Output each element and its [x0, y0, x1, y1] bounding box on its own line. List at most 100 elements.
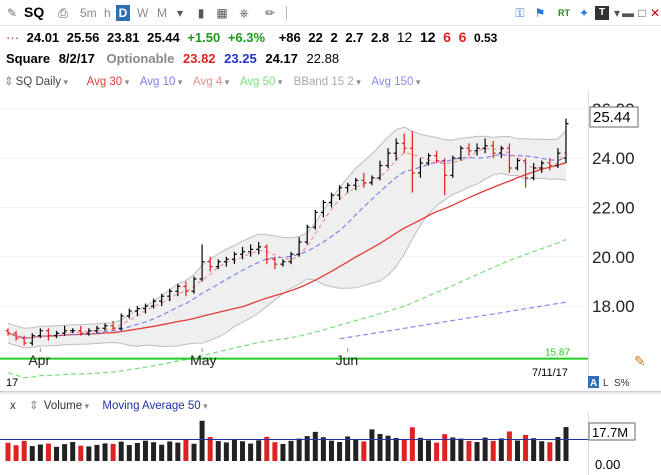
- bar-chart-icon[interactable]: ▮: [197, 6, 205, 20]
- price-axis-divider: [588, 90, 589, 390]
- edit-symbol-icon[interactable]: ✎: [6, 6, 18, 20]
- x-tick-label: Apr: [28, 352, 50, 368]
- interval-hour[interactable]: h: [104, 6, 111, 20]
- quote-f9: 6: [458, 29, 467, 45]
- volume-bar: [417, 437, 423, 461]
- volume-bar: [514, 440, 520, 461]
- volume-bar: [498, 438, 504, 461]
- info-date: 8/2/17: [58, 51, 95, 66]
- volume-bar: [94, 444, 100, 461]
- flag-icon[interactable]: ⚑: [534, 6, 546, 20]
- volume-bar: [126, 445, 132, 461]
- info-value-2: 23.25: [224, 51, 257, 66]
- maximize-icon[interactable]: □: [638, 6, 646, 20]
- scale-l-label[interactable]: L: [603, 378, 609, 389]
- chart-toolbar: ✎ SQ ⎙ 5m h D W M ▾ ▮ ▦ ⎈ ✏ │ ⚿ ⚑ RT ✦ T…: [0, 0, 661, 26]
- interval-dropdown-icon[interactable]: ▾: [176, 6, 184, 20]
- volume-bar: [70, 442, 76, 461]
- wand-icon[interactable]: ✦: [578, 6, 590, 20]
- volume-bar: [426, 440, 432, 461]
- info-line: Square 8/2/17 Optionable 23.82 23.25 24.…: [6, 51, 344, 66]
- volume-bar: [215, 441, 221, 461]
- volume-legend: x ⇕ Volume Moving Average 50: [10, 398, 208, 412]
- legend-avg150[interactable]: Avg 150: [371, 76, 420, 88]
- info-value-3: 24.17: [265, 51, 298, 66]
- volume-bar: [393, 438, 399, 461]
- pencil-tool-icon[interactable]: ✎: [634, 353, 646, 369]
- legend-daily[interactable]: ⇕ SQ Daily: [4, 76, 76, 88]
- volume-label[interactable]: Volume: [44, 400, 89, 412]
- volume-bar: [328, 440, 334, 461]
- text-tool-icon[interactable]: ⎈: [239, 6, 249, 20]
- avg150-line: [339, 301, 567, 340]
- scale-a-box: [588, 376, 599, 388]
- quote-last: 24.01: [26, 30, 60, 45]
- volume-bar: [167, 441, 173, 461]
- collapse-icon[interactable]: ⇕: [4, 76, 14, 88]
- volume-bar: [175, 442, 181, 461]
- volume-bar: [13, 445, 19, 461]
- quote-f10: 0.53: [474, 31, 498, 45]
- info-value-4: 22.88: [306, 51, 340, 66]
- minimize-icon[interactable]: ▬: [622, 6, 634, 20]
- link-icon[interactable]: ⚿: [515, 6, 525, 20]
- avg10-line: [7, 153, 567, 339]
- volume-close-button[interactable]: x: [10, 400, 16, 412]
- grid-icon[interactable]: ▦: [216, 6, 228, 20]
- quote-f1: +86: [278, 30, 301, 45]
- volume-collapse-icon[interactable]: ⇕: [28, 400, 39, 412]
- quote-change-pct: +6.3%: [227, 30, 266, 45]
- volume-bar: [312, 431, 318, 461]
- volume-bar: [37, 444, 43, 461]
- quote-low: 23.81: [106, 30, 140, 45]
- volume-bar: [86, 446, 92, 461]
- template-dropdown-icon[interactable]: ▾: [613, 6, 621, 20]
- quote-f2: 22: [308, 30, 323, 45]
- volume-bar: [199, 420, 205, 461]
- volume-bar: [474, 442, 480, 461]
- realtime-label[interactable]: RT: [558, 8, 570, 18]
- volume-ma-label[interactable]: Moving Average 50: [102, 400, 207, 412]
- volume-bar: [29, 446, 35, 461]
- volume-bar: [531, 438, 537, 461]
- volume-bar: [385, 435, 391, 461]
- legend-avg10[interactable]: Avg 10: [140, 76, 183, 88]
- legend-avg50[interactable]: Avg 50: [240, 76, 283, 88]
- scale-a-label[interactable]: A: [590, 378, 597, 389]
- volume-bar: [434, 442, 440, 461]
- symbol-label[interactable]: SQ: [24, 4, 45, 20]
- quote-f3: 2: [330, 30, 338, 45]
- volume-bar: [353, 439, 359, 461]
- volume-bar: [248, 443, 254, 461]
- volume-bar: [466, 441, 472, 461]
- legend-bband[interactable]: BBand 15 2: [294, 76, 361, 88]
- volume-bar: [159, 444, 165, 461]
- interval-5m[interactable]: 5m: [80, 6, 97, 20]
- volume-bar: [409, 427, 415, 461]
- volume-bar: [369, 429, 375, 461]
- close-icon[interactable]: ✕: [649, 6, 661, 20]
- legend-avg30[interactable]: Avg 30: [87, 76, 130, 88]
- corner-marker: 17: [6, 377, 18, 389]
- interval-month[interactable]: M: [157, 6, 167, 20]
- pencil-icon[interactable]: ✏: [264, 6, 276, 20]
- panel-divider[interactable]: [0, 391, 661, 394]
- interval-week[interactable]: W: [137, 6, 149, 20]
- quote-f6: 12: [396, 29, 413, 45]
- bollinger-lower-line: [7, 172, 567, 349]
- volume-bar: [304, 436, 310, 461]
- legend-avg4[interactable]: Avg 4: [193, 76, 229, 88]
- volume-bar: [5, 442, 11, 461]
- indicator-legend: ⇕SQ Daily Avg 30 Avg 10 Avg 4 Avg 50 BBa…: [4, 74, 428, 88]
- print-icon[interactable]: ⎙: [58, 6, 68, 20]
- scale-pct-label[interactable]: S%: [614, 378, 630, 389]
- interval-day[interactable]: D: [116, 5, 130, 21]
- volume-bars: [5, 420, 569, 461]
- template-label[interactable]: T: [595, 6, 609, 20]
- legend-daily-label: SQ Daily: [16, 76, 68, 88]
- volume-chart[interactable]: 17.7M 0.00: [0, 413, 661, 475]
- volume-bar: [401, 439, 407, 461]
- info-value-1: 23.82: [183, 51, 216, 66]
